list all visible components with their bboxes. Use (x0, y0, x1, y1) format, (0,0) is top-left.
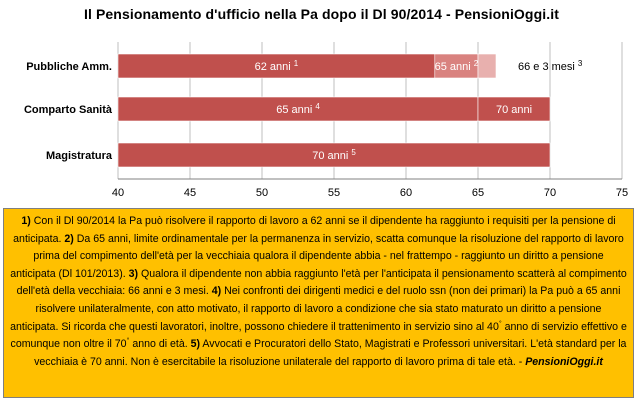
x-tick-label: 50 (256, 187, 268, 199)
note-4-degree-b: ° (126, 337, 130, 345)
bar-segment (117, 96, 479, 122)
x-tick-label: 55 (328, 187, 340, 199)
note-2-number: 2) (64, 232, 74, 245)
bar-labels: 62 anni 1 65 anni 2 66 e 3 mesi 3 65 anni 4 70 a… (255, 59, 583, 162)
bar-data-label: 70 anni (496, 104, 532, 116)
category-label: Comparto Sanità (24, 104, 113, 116)
note-3-text: Qualora il dipendente non abbia raggiunt… (16, 267, 627, 298)
bar-data-label: 65 anni 2 (435, 59, 479, 73)
note-1-text: Con il Dl 90/2014 la Pa può risolvere il… (13, 215, 616, 245)
x-tick-label: 40 (112, 187, 124, 199)
note-1-number: 1) (21, 215, 31, 227)
category-label: Magistratura (46, 150, 113, 162)
bar-data-label: 62 anni 1 (255, 59, 299, 73)
note-4-text: Nei confronti dei dirigenti medici e del… (10, 285, 621, 333)
notes-box: 1) Con il Dl 90/2014 la Pa può risolvere… (3, 208, 634, 398)
category-label: Pubbliche Amm. (26, 61, 112, 73)
note-5-number: 5) (190, 338, 201, 351)
source-credit: PensioniOggi.it (525, 355, 603, 368)
x-tick-label: 75 (616, 187, 628, 199)
x-tick-label: 65 (472, 187, 484, 199)
note-5-text: Avvocati e Procuratori dello Stato, Magi… (34, 338, 627, 368)
outside-data-label: 66 e 3 mesi 3 (518, 59, 583, 73)
bars (117, 53, 551, 168)
note-4-number: 4) (211, 285, 222, 298)
x-tick-labels: 40 45 50 55 60 65 70 75 (112, 187, 628, 199)
note-4-text-c: anno di età. (129, 338, 191, 351)
note-3-number: 3) (128, 267, 139, 280)
x-tick-label: 70 (544, 187, 556, 199)
note-4-text-b: anno di servizio effettivo e comunque no… (10, 320, 627, 351)
bar-data-label: 65 anni 4 (276, 102, 320, 116)
category-labels: Pubbliche Amm. Comparto Sanità Magistratur… (24, 61, 113, 162)
note-4-degree-a: ° (498, 320, 502, 328)
bar-segment (117, 53, 436, 79)
bar-data-label: 70 anni 5 (312, 148, 356, 162)
bar-chart: 62 anni 1 65 anni 2 66 e 3 mesi 3 65 anni 4 70 a… (24, 42, 628, 199)
x-tick-label: 45 (184, 187, 196, 199)
bar-segment (477, 96, 551, 122)
note-2-text: Da 65 anni, limite ordinamentale per la … (10, 232, 624, 280)
bar-segment (477, 53, 497, 79)
bar-segment (434, 53, 479, 79)
chart-title: Il Pensionamento d'ufficio nella Pa dopo… (84, 6, 559, 22)
bar-segment (117, 142, 551, 168)
x-tick-label: 60 (400, 187, 412, 199)
